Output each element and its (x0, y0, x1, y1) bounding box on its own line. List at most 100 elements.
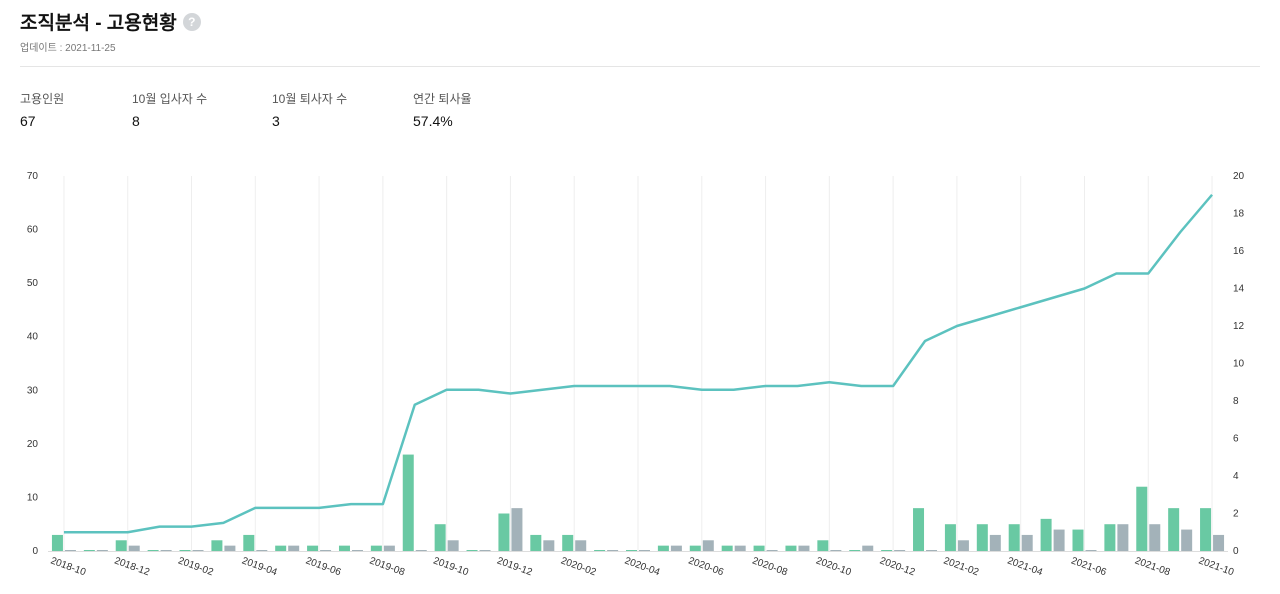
bar-hires (1200, 508, 1212, 551)
stat-label: 10월 입사자 수 (132, 92, 208, 106)
bar-hires (530, 534, 542, 551)
bar-hires (1040, 518, 1052, 551)
bar-leaves (224, 545, 236, 551)
bar-leaves (830, 550, 842, 551)
update-date: 업데이트 : 2021-11-25 (20, 43, 116, 54)
bar-hires (434, 524, 446, 551)
x-tick-label: 2021-04 (1006, 555, 1045, 578)
stat-leaves: 10월 퇴사자 수 3 (272, 90, 347, 129)
x-tick-label: 2019-10 (432, 555, 471, 578)
bar-hires (753, 545, 765, 551)
bar-leaves (957, 540, 969, 551)
bar-hires (466, 550, 478, 551)
bar-leaves (160, 550, 172, 551)
y-right-tick-label: 0 (1233, 546, 1239, 557)
bar-hires (307, 545, 319, 551)
bar-hires (562, 534, 574, 551)
x-tick-label: 2019-02 (176, 555, 215, 578)
y-left-tick-label: 20 (27, 439, 39, 450)
bar-leaves (256, 550, 268, 551)
bar-hires (944, 524, 956, 551)
bar-leaves (1149, 524, 1161, 551)
stat-value: 8 (132, 113, 140, 129)
x-tick-label: 2021-10 (1197, 555, 1236, 578)
y-right-tick-label: 14 (1233, 284, 1245, 295)
header-divider (20, 66, 1260, 67)
bar-hires (370, 545, 382, 551)
stat-label: 고용인원 (20, 92, 65, 106)
x-tick-label: 2019-08 (368, 555, 407, 578)
y-left-tick-label: 50 (27, 278, 39, 289)
y-left-tick-label: 70 (27, 171, 39, 182)
bar-hires (1072, 529, 1084, 551)
bar-hires (785, 545, 797, 551)
x-tick-label: 2019-06 (304, 555, 343, 578)
bar-leaves (351, 550, 363, 551)
stat-value: 57.4% (413, 113, 453, 129)
bar-hires (1104, 524, 1116, 551)
bar-hires (594, 550, 606, 551)
stat-label: 연간 퇴사율 (413, 92, 472, 106)
bar-hires (243, 534, 255, 551)
bar-leaves (128, 545, 140, 551)
bar-leaves (702, 540, 714, 551)
bar-hires (881, 550, 893, 551)
bar-hires (498, 513, 510, 551)
y-left-tick-label: 60 (27, 225, 39, 236)
bar-leaves (1117, 524, 1129, 551)
bar-leaves (639, 550, 650, 551)
bar-hires (115, 540, 127, 551)
bar-leaves (288, 545, 300, 551)
bar-leaves (383, 545, 395, 551)
help-icon[interactable]: ? (182, 12, 201, 31)
bar-hires (1136, 486, 1148, 551)
y-right-tick-label: 6 (1233, 434, 1239, 445)
y-right-tick-label: 20 (1233, 171, 1245, 182)
bar-leaves (1021, 534, 1033, 551)
y-right-tick-label: 2 (1233, 509, 1239, 520)
x-tick-label: 2021-06 (1069, 555, 1108, 578)
bar-hires (338, 545, 350, 551)
x-tick-label: 2018-12 (113, 555, 152, 578)
bar-leaves (543, 540, 555, 551)
stat-employees: 고용인원 67 (20, 90, 64, 129)
stat-value: 3 (272, 113, 280, 129)
x-tick-label: 2021-08 (1133, 555, 1172, 578)
bar-hires (275, 545, 287, 551)
x-tick-label: 2018-10 (49, 555, 88, 578)
bar-hires (83, 550, 95, 551)
bar-leaves (766, 550, 778, 551)
stat-label: 10월 퇴사자 수 (272, 92, 348, 106)
bar-leaves (862, 545, 874, 551)
page-title: 조직분석 - 고용현황 ? (20, 8, 201, 35)
bar-hires (976, 524, 988, 551)
bar-leaves (575, 540, 587, 551)
y-right-tick-label: 4 (1233, 471, 1239, 482)
bar-leaves (926, 550, 938, 551)
stat-turnover: 연간 퇴사율 57.4% (413, 90, 472, 129)
y-right-tick-label: 16 (1233, 246, 1245, 257)
x-tick-label: 2020-06 (687, 555, 726, 578)
bar-hires (51, 534, 63, 551)
bar-leaves (1085, 550, 1097, 551)
bar-hires (913, 508, 925, 551)
page-title-text: 조직분석 - 고용현황 (20, 13, 177, 34)
bar-leaves (320, 550, 332, 551)
bar-leaves (734, 545, 746, 551)
bar-hires (657, 545, 669, 551)
bar-leaves (1053, 529, 1065, 551)
x-tick-label: 2020-10 (814, 555, 853, 578)
bar-leaves (894, 550, 906, 551)
y-left-tick-label: 30 (27, 385, 39, 396)
stat-hires: 10월 입사자 수 8 (132, 90, 207, 129)
bar-hires (402, 454, 414, 551)
bar-leaves (479, 550, 491, 551)
bar-hires (147, 550, 159, 551)
x-tick-label: 2020-02 (559, 555, 598, 578)
bar-hires (211, 540, 223, 551)
bar-hires (849, 550, 861, 551)
bar-leaves (1213, 534, 1225, 551)
bar-hires (721, 545, 733, 551)
bar-leaves (96, 550, 108, 551)
